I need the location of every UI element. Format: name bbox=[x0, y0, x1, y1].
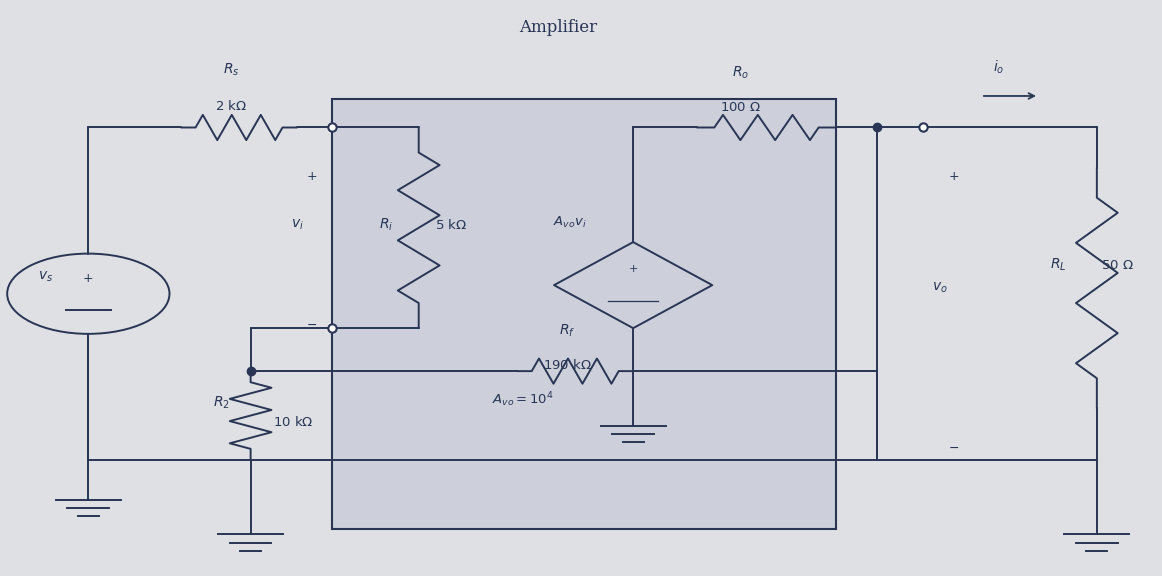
Text: $R_i$: $R_i$ bbox=[379, 217, 394, 233]
Text: 5 k$\Omega$: 5 k$\Omega$ bbox=[436, 218, 467, 232]
Text: $i_o$: $i_o$ bbox=[992, 59, 1004, 76]
Text: $R_o$: $R_o$ bbox=[732, 65, 749, 81]
Text: $A_{vo}v_i$: $A_{vo}v_i$ bbox=[553, 214, 587, 230]
Text: 2 k$\Omega$: 2 k$\Omega$ bbox=[215, 98, 246, 113]
Text: $R_s$: $R_s$ bbox=[223, 62, 239, 78]
Text: 190 k$\Omega$: 190 k$\Omega$ bbox=[543, 358, 591, 373]
Text: −: − bbox=[307, 319, 317, 332]
Text: $v_o$: $v_o$ bbox=[932, 281, 948, 295]
Text: 10 k$\Omega$: 10 k$\Omega$ bbox=[273, 415, 314, 429]
Text: $R_f$: $R_f$ bbox=[559, 323, 575, 339]
Text: Amplifier: Amplifier bbox=[518, 18, 597, 36]
Text: +: + bbox=[307, 170, 317, 183]
Text: 100 $\Omega$: 100 $\Omega$ bbox=[720, 101, 761, 114]
Text: $R_L$: $R_L$ bbox=[1050, 257, 1067, 273]
Text: +: + bbox=[83, 272, 94, 285]
Bar bbox=[332, 99, 835, 529]
Text: +: + bbox=[629, 264, 638, 274]
Text: 50 $\Omega$: 50 $\Omega$ bbox=[1102, 259, 1134, 271]
Text: $R_2$: $R_2$ bbox=[213, 395, 230, 411]
Text: $v_i$: $v_i$ bbox=[290, 218, 303, 232]
Text: $A_{vo} = 10^4$: $A_{vo} = 10^4$ bbox=[492, 391, 554, 409]
Text: −: − bbox=[949, 442, 960, 455]
Text: +: + bbox=[949, 170, 960, 183]
Text: $v_s$: $v_s$ bbox=[38, 270, 53, 284]
